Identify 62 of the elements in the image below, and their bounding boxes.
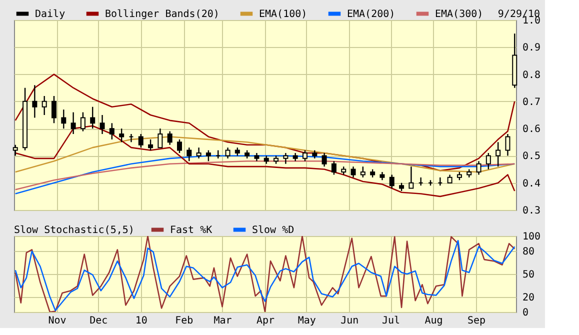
y-tick-label: 0.3 [522, 206, 541, 216]
candlestick [70, 112, 76, 135]
candlestick [51, 95, 56, 124]
candlestick [302, 150, 308, 162]
candlestick [138, 133, 144, 148]
y-tick-label: 0.5 [522, 151, 541, 162]
candlestick [389, 174, 394, 189]
candlestick [225, 146, 230, 160]
candlestick [42, 95, 47, 116]
candlestick [350, 166, 356, 178]
candlestick [331, 160, 336, 176]
candlestick [322, 152, 327, 168]
legend-label: Bollinger Bands(20) [105, 8, 220, 20]
candlestick [476, 160, 482, 176]
candlestick [360, 166, 366, 178]
legend-label: EMA(100) [259, 8, 308, 20]
candlestick [206, 150, 211, 162]
candlestick [283, 152, 288, 164]
x-tick-label: Jul [382, 316, 400, 326]
candlestick [100, 114, 105, 135]
candlestick [32, 84, 38, 118]
y-tick-label: 0.8 [522, 70, 541, 81]
candlestick [61, 108, 66, 130]
y-tick-label: 0.9 [522, 42, 541, 54]
candlestick [158, 128, 163, 148]
candlestick [496, 142, 501, 168]
candlestick [167, 130, 172, 146]
legend-label: Slow %D [252, 224, 294, 236]
x-tick-label: Sep [467, 316, 486, 326]
y-tick-label: 0 [522, 308, 529, 318]
candlestick [119, 128, 124, 143]
candlestick [486, 152, 491, 170]
y-tick-label: 80 [522, 246, 535, 258]
x-tick-label: Dec [90, 316, 108, 326]
x-tick-label: Jun [340, 316, 359, 326]
y-tick-label: 20 [522, 292, 535, 304]
candlestick [148, 138, 154, 151]
chart-title: Slow Stochastic(5,5) [14, 225, 134, 236]
y-tick-label: 0.6 [522, 124, 541, 136]
y-tick-label: 50 [522, 270, 535, 280]
x-tick-label: May [298, 316, 316, 326]
x-tick-label: Feb [175, 316, 194, 326]
legend-label: EMA(300) [435, 8, 484, 20]
legend-label: EMA(200) [347, 8, 396, 20]
candlestick [196, 146, 202, 160]
candlestick [505, 133, 510, 156]
y-tick-label: 0.4 [522, 178, 541, 190]
legend-label: Daily [35, 8, 66, 20]
x-tick-label: Apr [256, 316, 275, 326]
x-tick-label: Aug [424, 316, 443, 326]
x-tick-label: Mar [214, 316, 232, 326]
y-tick-label: 100 [522, 232, 541, 242]
candlestick [80, 112, 86, 132]
candlestick [176, 138, 182, 154]
candlestick [186, 146, 192, 162]
x-tick-label: Nov [48, 316, 66, 326]
legend-label: Fast %K [170, 224, 212, 236]
candlestick [408, 166, 414, 189]
y-tick-label: 0.7 [522, 96, 541, 108]
candlestick [90, 106, 96, 130]
x-tick-label: 10 [135, 316, 148, 326]
candlestick [109, 122, 114, 140]
